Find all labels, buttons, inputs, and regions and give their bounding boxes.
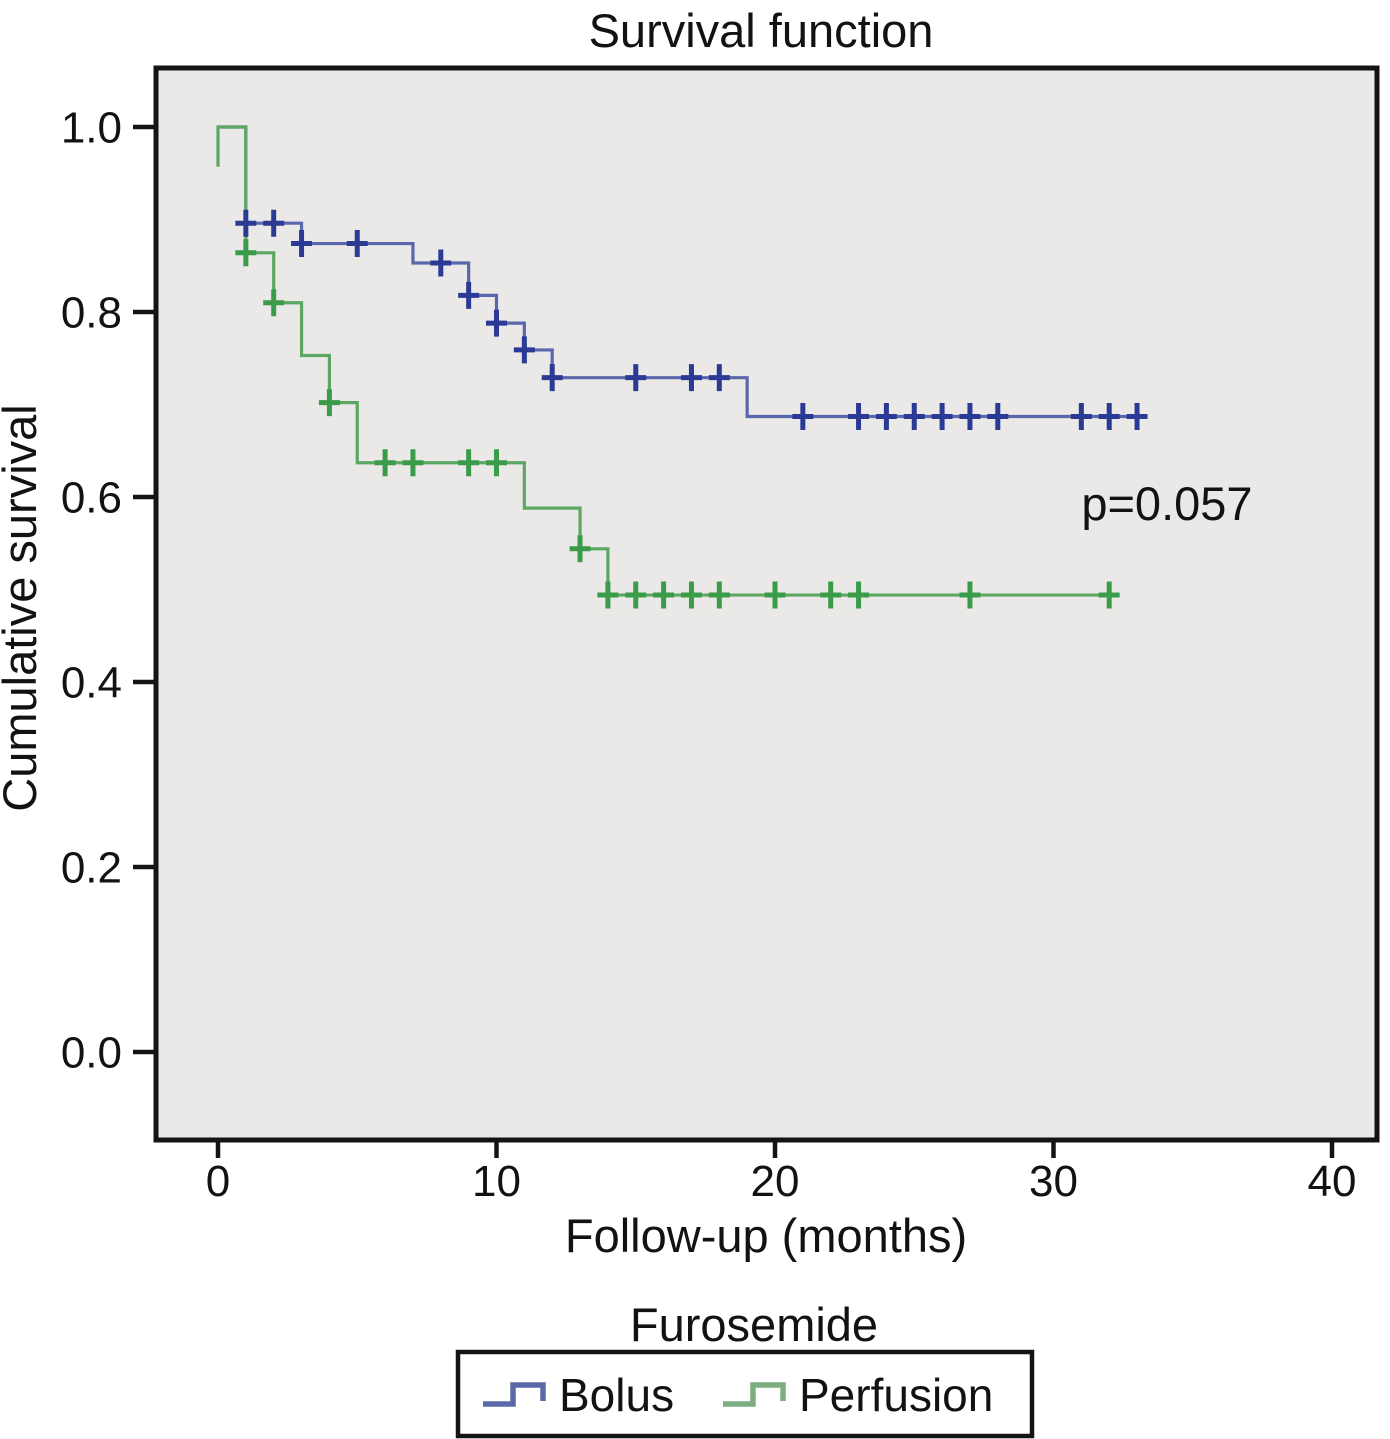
perfusion-censor-mark	[597, 581, 619, 609]
bolus-censor-mark	[1070, 403, 1092, 431]
perfusion-censor-mark	[820, 581, 842, 609]
bolus-censor-mark	[931, 403, 953, 431]
bolus-censor-mark	[625, 364, 647, 392]
bolus-censor-mark	[848, 403, 870, 431]
bolus-censor-mark	[903, 403, 925, 431]
x-tick-label: 0	[206, 1157, 230, 1206]
perfusion-censor-mark	[625, 581, 647, 609]
perfusion-censor-mark	[959, 581, 981, 609]
perfusion-censor-mark	[569, 535, 591, 563]
bolus-censor-mark	[513, 336, 535, 364]
bolus-censor-mark	[1098, 403, 1120, 431]
bolus-censor-mark	[959, 403, 981, 431]
perfusion-censor-mark	[486, 449, 507, 477]
bolus-censor-mark	[1126, 403, 1148, 431]
bolus-censor-mark	[430, 249, 452, 277]
p-value-annotation: p=0.057	[1081, 477, 1252, 530]
survival-curves	[216, 125, 1148, 609]
legend-item-bolus: Bolus	[483, 1369, 674, 1421]
bolus-censor-mark	[708, 364, 730, 392]
bolus-censor-mark	[875, 403, 897, 431]
bolus-censor-mark	[541, 364, 563, 392]
legend-label-perfusion: Perfusion	[799, 1369, 993, 1421]
x-tick-label: 40	[1308, 1157, 1357, 1206]
bolus-censor-mark	[458, 281, 480, 309]
bolus-censor-mark	[235, 209, 257, 237]
plot-area	[153, 65, 1380, 1143]
y-tick-label: 0.0	[61, 1029, 122, 1078]
perfusion-censor-mark	[402, 449, 424, 477]
chart-title: Survival function	[589, 4, 934, 57]
bolus-censor-mark	[291, 230, 313, 258]
bolus-curve	[218, 125, 1143, 419]
perfusion-censor-mark	[318, 389, 340, 417]
y-axis-label: Cumulative survival	[0, 404, 46, 811]
x-tick-label: 20	[751, 1157, 800, 1206]
y-tick-label: 1.0	[61, 104, 122, 153]
x-tick-label: 10	[472, 1157, 521, 1206]
y-tick-label: 0.8	[61, 289, 122, 338]
x-axis: 0 10 20 30 40	[206, 1140, 1357, 1206]
perfusion-censor-mark	[764, 581, 786, 609]
perfusion-censor-mark	[374, 449, 396, 477]
perfusion-censor-mark	[848, 581, 870, 609]
bolus-censor-mark	[346, 230, 368, 258]
perfusion-censor-mark	[263, 289, 285, 317]
legend-title: Furosemide	[630, 1298, 878, 1351]
perfusion-censor-mark	[1098, 581, 1120, 609]
y-tick-label: 0.4	[61, 659, 122, 708]
x-tick-label: 30	[1029, 1157, 1078, 1206]
perfusion-censor-mark	[680, 581, 702, 609]
perfusion-censor-mark	[653, 581, 675, 609]
legend-item-perfusion: Perfusion	[723, 1369, 993, 1421]
bolus-censor-mark	[680, 364, 702, 392]
y-tick-label: 0.2	[61, 844, 122, 893]
perfusion-censor-mark	[708, 581, 730, 609]
perfusion-censor-mark	[458, 449, 480, 477]
bolus-censor-mark	[263, 209, 285, 237]
bolus-censor-mark	[486, 309, 507, 337]
legend-box: Bolus Perfusion	[455, 1349, 1035, 1439]
perfusion-step-glyph	[723, 1382, 786, 1407]
bolus-step-glyph	[483, 1382, 546, 1407]
y-tick-label: 0.6	[61, 474, 122, 523]
legend-label-bolus: Bolus	[559, 1369, 674, 1421]
x-axis-label: Follow-up (months)	[565, 1209, 967, 1262]
y-axis: 1.0 0.8 0.6 0.4 0.2 0.0	[61, 104, 156, 1078]
bolus-censor-mark	[792, 403, 814, 431]
bolus-censor-mark	[987, 403, 1009, 431]
perfusion-censor-mark	[235, 239, 257, 267]
